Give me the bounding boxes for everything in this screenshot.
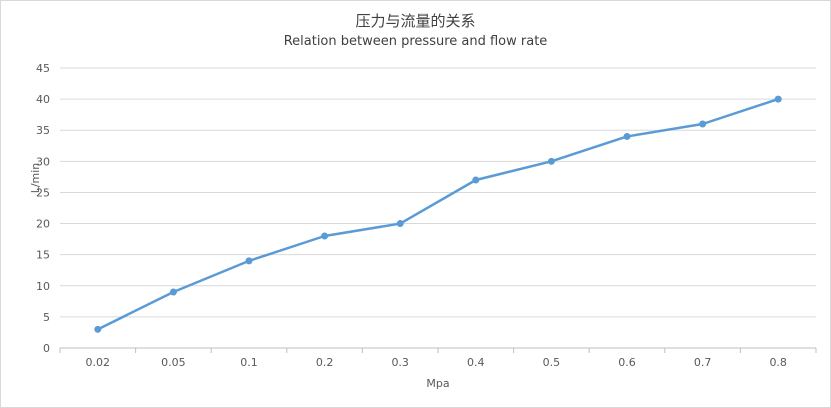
x-tick-label: 0.02 (86, 356, 111, 369)
data-point (169, 288, 177, 296)
data-point (245, 257, 253, 265)
data-point (472, 176, 480, 184)
y-tick-label: 25 (36, 186, 50, 199)
data-point (94, 325, 102, 333)
y-tick-label: 0 (43, 342, 50, 355)
grid-lines (60, 67, 816, 318)
y-tick-label: 15 (36, 249, 50, 262)
y-tick-labels: 0 5 10 15 20 25 30 35 40 45 (36, 62, 50, 355)
data-point (623, 132, 631, 140)
y-tick-label: 35 (36, 124, 50, 137)
y-tick-label: 30 (36, 155, 50, 168)
data-point (321, 232, 329, 240)
data-point (699, 120, 707, 128)
y-axis-title: L/min (29, 163, 42, 194)
chart-title: 压力与流量的关系 (355, 12, 476, 30)
series-layer (94, 95, 782, 333)
x-tick-label: 0.1 (240, 356, 258, 369)
y-tick-label: 45 (36, 62, 50, 75)
x-axis-title: Mpa (426, 377, 449, 390)
axes (59, 347, 817, 353)
x-tick-label: 0.05 (161, 356, 186, 369)
series-line (96, 97, 780, 331)
data-point (396, 220, 404, 228)
data-point (547, 157, 555, 165)
x-tick-label: 0.7 (694, 356, 712, 369)
data-point (774, 95, 782, 103)
x-tick-label: 0.6 (618, 356, 636, 369)
y-tick-label: 40 (36, 93, 50, 106)
y-tick-label: 5 (43, 311, 50, 324)
x-tick-label: 0.5 (543, 356, 561, 369)
y-tick-label: 20 (36, 218, 50, 231)
y-tick-label: 10 (36, 280, 50, 293)
x-tick-label: 0.2 (316, 356, 334, 369)
chart-subtitle: Relation between pressure and flow rate (283, 34, 548, 49)
x-tick-label: 0.3 (391, 356, 409, 369)
x-tick-label: 0.4 (467, 356, 485, 369)
x-tick-labels: 0.02 0.05 0.1 0.2 0.3 0.4 0.5 0.6 0.7 0.8 (86, 356, 787, 369)
x-tick-label: 0.8 (769, 356, 787, 369)
